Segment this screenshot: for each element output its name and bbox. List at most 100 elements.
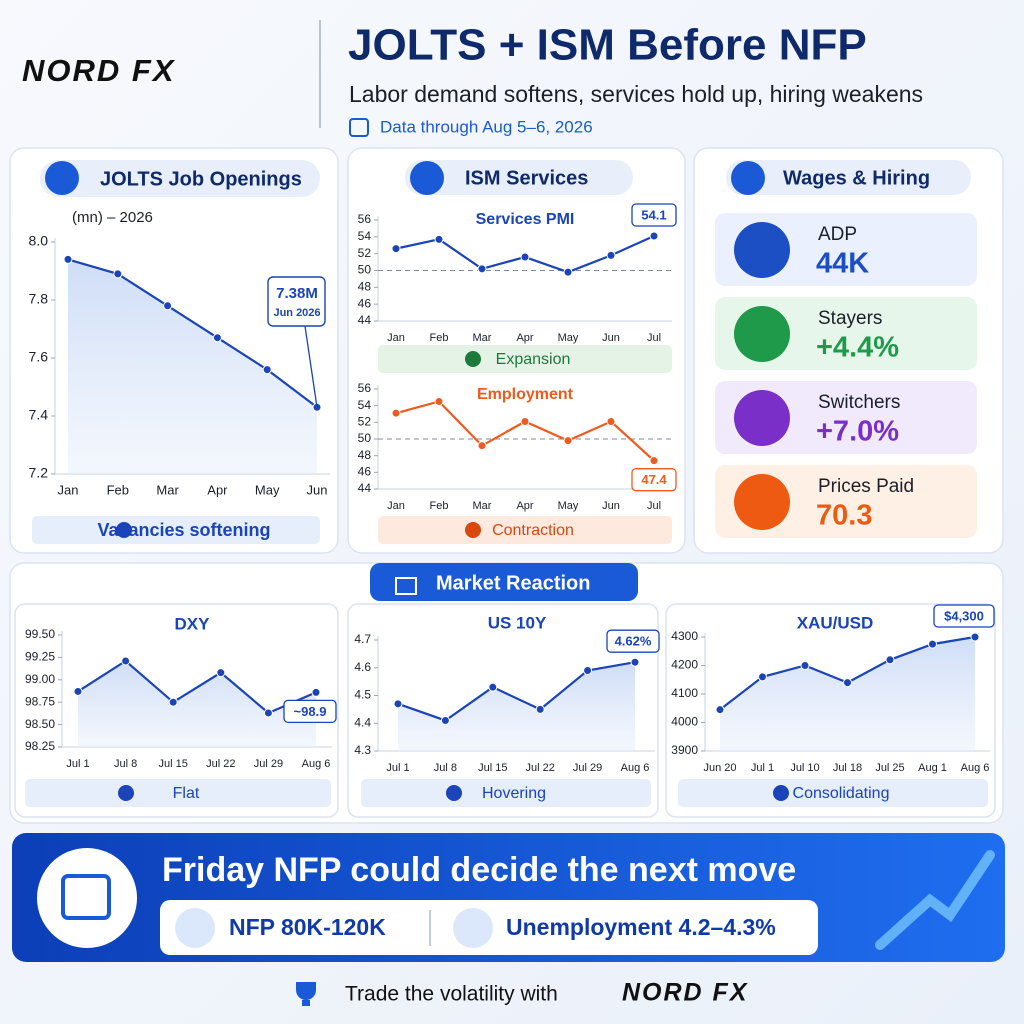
point	[649, 231, 659, 241]
header-pill	[726, 160, 971, 195]
callout-label: $4,300	[944, 608, 984, 623]
point	[212, 333, 222, 343]
x-tick-label: May	[558, 332, 579, 344]
footer-icon	[446, 785, 462, 801]
x-tick-label: Apr	[516, 332, 533, 344]
stat-icon	[734, 390, 790, 446]
y-tick-label: 4300	[671, 629, 698, 643]
footer-pill	[378, 516, 672, 544]
x-tick-label: Jan	[58, 482, 79, 497]
x-tick-label: May	[558, 500, 579, 512]
footer-label: Contraction	[492, 522, 574, 539]
y-tick-label: 44	[358, 481, 372, 495]
point	[434, 397, 444, 406]
callout-label: ~98.9	[294, 704, 327, 719]
y-tick-label: 56	[358, 381, 372, 395]
y-tick-label: 46	[358, 296, 372, 310]
y-tick-label: 98.75	[25, 694, 55, 708]
y-tick-label: 54	[358, 398, 372, 412]
stat-label: Switchers	[818, 392, 900, 413]
x-tick-label: Apr	[207, 482, 228, 497]
chart-title: DXY	[175, 614, 211, 633]
point	[520, 252, 530, 262]
y-tick-label: 54	[358, 229, 372, 243]
stat-icon	[734, 222, 790, 278]
chart-title: US 10Y	[488, 613, 547, 632]
brand-logo: NORD FX	[22, 53, 176, 88]
card-title: JOLTS Job Openings	[100, 168, 302, 190]
point	[477, 264, 487, 274]
x-tick-label: Jun	[602, 500, 620, 512]
y-tick-label: 50	[358, 431, 372, 445]
y-tick-label: 4.3	[354, 743, 371, 757]
callout-box	[631, 468, 677, 492]
y-tick-label: 3900	[671, 743, 698, 757]
calendar-icon	[349, 118, 369, 137]
y-tick-label: 4.5	[354, 688, 371, 702]
footer-pill	[678, 779, 988, 807]
footer-pill	[378, 345, 672, 373]
point	[311, 687, 321, 697]
point	[477, 441, 487, 451]
banner-arrow	[875, 850, 995, 950]
x-tick-label: Jul	[647, 500, 661, 512]
x-tick-label: Jul 29	[573, 762, 602, 774]
y-tick-label: 46	[358, 465, 372, 479]
y-tick-label: 52	[358, 415, 372, 429]
point	[928, 639, 937, 649]
y-tick-label: 4.7	[354, 632, 371, 646]
y-tick-label: 99.25	[25, 650, 55, 664]
point	[393, 699, 403, 709]
x-tick-label: Jul	[647, 332, 661, 344]
footer-brand: NORD FX	[622, 979, 749, 1007]
footer-label: Expansion	[496, 351, 571, 368]
trophy-icon	[296, 982, 316, 1006]
callout-box	[267, 276, 326, 327]
y-tick-label: 7.8	[29, 291, 49, 307]
point	[715, 705, 725, 715]
footer-icon	[465, 522, 481, 538]
footer-icon	[465, 351, 481, 367]
x-tick-label: Aug 6	[302, 758, 331, 770]
x-tick-label: May	[255, 482, 280, 497]
pill-icon	[453, 908, 493, 948]
x-tick-label: Feb	[430, 332, 449, 344]
x-tick-label: Mar	[473, 332, 492, 344]
point	[606, 417, 616, 426]
header-icon	[731, 161, 765, 195]
point	[970, 632, 980, 642]
stat-value: +7.0%	[816, 416, 899, 448]
callout-label: 54.1	[641, 207, 666, 222]
x-tick-label: Feb	[430, 500, 449, 512]
callout-label: 4.62%	[615, 634, 652, 649]
y-tick-label: 50	[358, 263, 372, 277]
point	[606, 250, 616, 260]
point	[391, 408, 401, 418]
point	[440, 715, 450, 725]
y-tick-label: 98.50	[25, 717, 55, 731]
x-tick-label: Jun 20	[703, 762, 736, 774]
card-title: Wages & Hiring	[783, 167, 930, 189]
y-tick-label: 4.6	[354, 660, 371, 674]
x-tick-label: Jun	[307, 482, 328, 497]
callout-box	[283, 699, 337, 723]
footer-label: Vacancies softening	[97, 520, 270, 540]
header-pill	[405, 160, 633, 195]
y-tick-label: 99.50	[25, 627, 55, 641]
point	[262, 365, 272, 375]
y-tick-label: 4200	[671, 658, 698, 672]
chart-subtitle: (mn) – 2026	[72, 209, 153, 226]
stat-icon	[734, 474, 790, 530]
footer-text: Trade the volatility with	[345, 983, 558, 1006]
point	[63, 254, 73, 264]
x-tick-label: Jul 15	[159, 758, 188, 770]
footer-label: Flat	[173, 785, 200, 802]
stat-label: Stayers	[818, 308, 882, 329]
callout-box	[631, 203, 677, 227]
point	[758, 672, 767, 682]
pill-text: NFP 80K-120K	[229, 914, 386, 940]
point	[535, 704, 545, 714]
point	[885, 655, 895, 665]
point	[73, 686, 83, 696]
